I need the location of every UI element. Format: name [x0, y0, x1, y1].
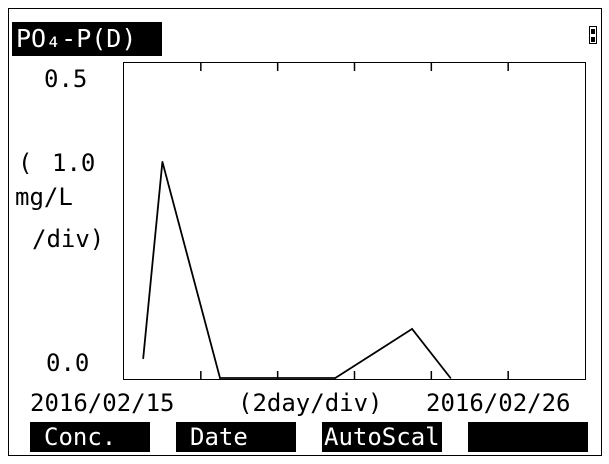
screen-frame [8, 8, 602, 456]
y-top-label: 0.5 [44, 65, 88, 93]
plot-area [123, 62, 586, 380]
battery-indicator-icon [589, 26, 597, 44]
series-group [142, 160, 452, 379]
x-start-label: 2016/02/15 [30, 389, 175, 417]
y-bottom-label: 0.0 [46, 349, 90, 377]
autoscale-softkey-button[interactable]: AutoScal [322, 422, 442, 452]
data-point [411, 328, 413, 330]
y-scale-open: ( [18, 149, 33, 177]
y-scale-per: /div) [32, 225, 105, 253]
data-point [161, 160, 164, 163]
data-point [334, 377, 337, 379]
data-point [219, 377, 221, 379]
conc-softkey-button[interactable]: Conc. [30, 422, 150, 452]
x-end-label: 2016/02/26 [426, 389, 571, 417]
parameter-title: PO₄-P(D) [12, 22, 162, 56]
data-point [449, 377, 452, 379]
y-scale-value: 1.0 [52, 149, 96, 177]
plot-svg [142, 63, 509, 379]
tick-marks [200, 63, 509, 379]
data-point [142, 357, 145, 360]
date-softkey-button[interactable]: Date [176, 422, 296, 452]
top-scratch-text [30, 8, 190, 16]
y-scale-unit: mg/L [15, 183, 73, 211]
x-scale-label: (2day/div) [238, 389, 383, 417]
blank-softkey-button[interactable] [468, 422, 588, 452]
series-line [142, 161, 452, 379]
